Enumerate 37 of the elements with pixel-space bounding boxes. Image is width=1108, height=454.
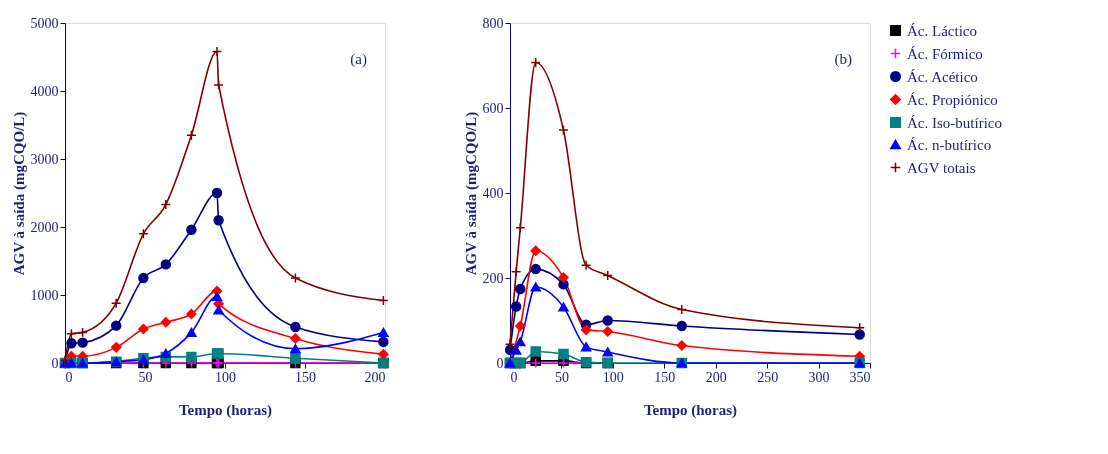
x-tick-label: 200	[364, 369, 386, 385]
y-tick-label: 2000	[30, 219, 59, 235]
x-tick-label: 350	[849, 369, 871, 385]
legend-label: Ác. Acético	[907, 68, 978, 85]
y-tick-label: 3000	[30, 151, 59, 167]
x-tick-label: 0	[65, 369, 73, 385]
legend-label: Ác. Láctico	[907, 22, 977, 39]
y-tick-label: 600	[482, 100, 504, 116]
x-tick-label: 200	[705, 369, 727, 385]
x-tick-label: 150	[295, 369, 316, 385]
x-axis-title: Tempo (horas)	[643, 401, 738, 419]
x-tick-label: 50	[138, 369, 153, 385]
y-tick-label: 800	[482, 15, 504, 31]
legend-label: AGV totais	[907, 159, 976, 176]
y-tick-label: 4000	[30, 83, 59, 99]
y-tick-label: 5000	[30, 15, 59, 31]
legend-label: Ác. Iso-butírico	[907, 114, 1002, 131]
annotation: (a)	[350, 51, 367, 68]
legend-label: Ác. Propiónico	[907, 91, 998, 108]
x-tick-label: 50	[554, 369, 569, 385]
legend-label: Ác. Fórmico	[907, 45, 983, 62]
annotation: (b)	[834, 51, 852, 68]
legend-label: Ác. n-butírico	[907, 136, 992, 153]
y-tick-label: 0	[496, 355, 504, 371]
x-axis-title: Tempo (horas)	[178, 401, 273, 419]
y-tick-label: 400	[482, 185, 504, 201]
y-axis-title: AGV à saída (mgCQO/L)	[462, 111, 480, 276]
x-tick-label: 100	[602, 369, 624, 385]
x-tick-label: 250	[757, 369, 779, 385]
x-tick-label: 100	[215, 369, 236, 385]
y-axis-title: AGV à saída (mgCQO/L)	[10, 111, 28, 276]
x-tick-label: 300	[808, 369, 830, 385]
y-tick-label: 1000	[30, 287, 59, 303]
x-tick-label: 0	[510, 369, 518, 385]
x-tick-label: 150	[654, 369, 676, 385]
y-tick-label: 0	[51, 355, 59, 371]
y-tick-label: 200	[482, 270, 504, 286]
